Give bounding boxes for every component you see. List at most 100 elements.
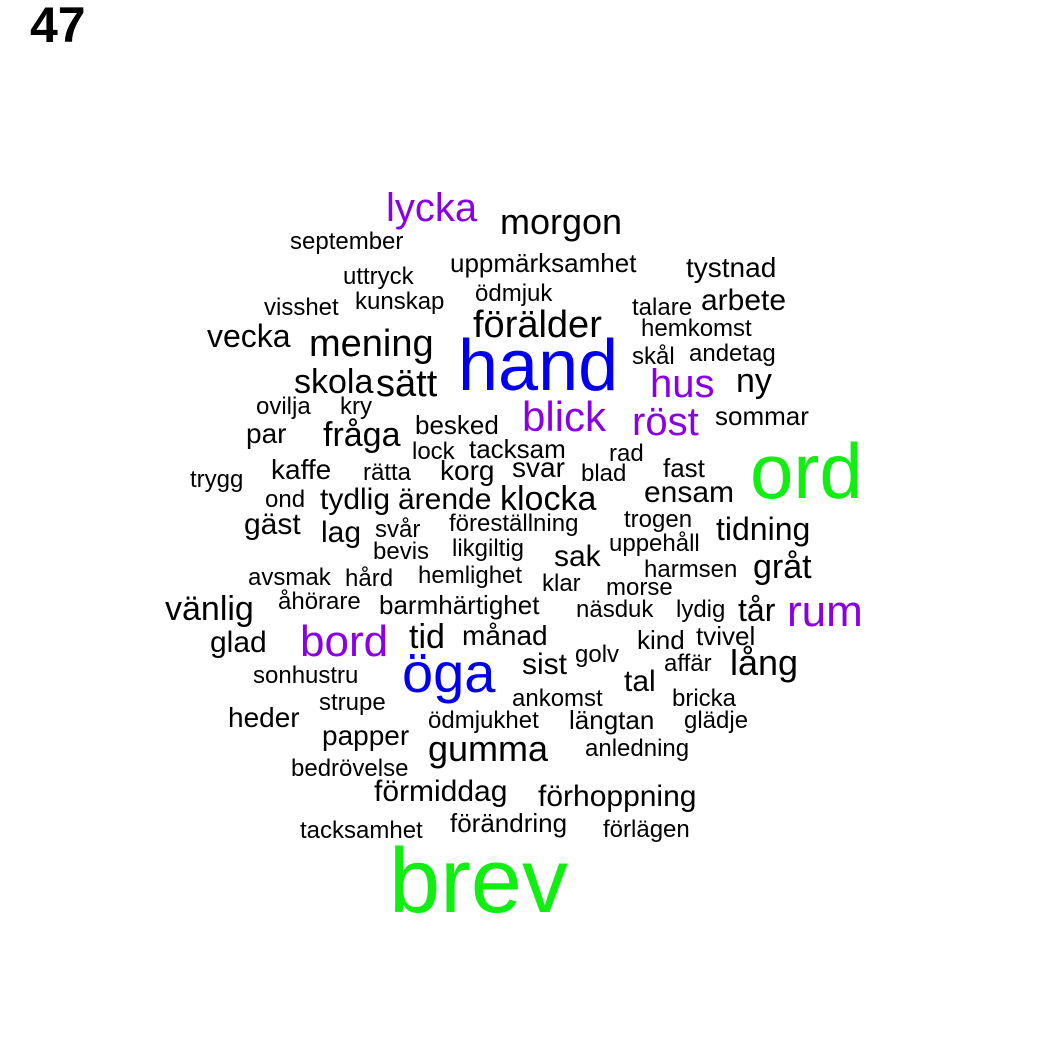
word-besked: besked — [415, 410, 499, 440]
word-tid: tid — [409, 618, 445, 656]
word-lang: lång — [730, 642, 799, 683]
word-lydig: lydig — [676, 596, 726, 623]
word-bricka: bricka — [672, 685, 737, 712]
word-mening: mening — [309, 323, 434, 365]
word-odmjukhet: ödmjukhet — [428, 707, 539, 734]
word-ratta: rätta — [363, 459, 412, 486]
word-gast: gäst — [244, 508, 301, 541]
word-hemkomst: hemkomst — [641, 315, 752, 342]
word-sonhustru: sonhustru — [253, 662, 359, 689]
word-hand: hand — [458, 326, 619, 406]
word-bedrovelse: bedrövelse — [291, 755, 409, 782]
word-blad: blad — [581, 460, 627, 487]
word-bevis: bevis — [373, 538, 430, 565]
word-tacksamhet: tacksamhet — [300, 817, 423, 844]
word-tydlig: tydlig — [320, 483, 391, 516]
word-uppehall: uppehåll — [609, 530, 700, 557]
word-morgon: morgon — [500, 201, 623, 242]
word-andetag: andetag — [689, 340, 776, 367]
word-tvivel: tvivel — [696, 621, 756, 651]
word-par: par — [246, 418, 287, 449]
word-brev: brev — [389, 830, 568, 932]
word-svar: svår — [375, 516, 421, 543]
word-sist: sist — [522, 648, 567, 681]
word-rad: rad — [609, 440, 644, 467]
word-forlagen: förlägen — [603, 816, 690, 843]
word-rum: rum — [787, 587, 863, 636]
word-satt: sätt — [376, 363, 438, 405]
word-odmjuk: ödmjuk — [475, 280, 553, 307]
word-strupe: strupe — [319, 689, 386, 716]
word-bord: bord — [300, 617, 389, 666]
word-kunskap: kunskap — [355, 288, 445, 315]
word-forhoppning: förhoppning — [538, 780, 697, 813]
word-lock: lock — [412, 438, 455, 465]
word-uppmarksamhet: uppmärksamhet — [450, 248, 637, 278]
word-affar: affär — [664, 650, 712, 677]
word-morse: morse — [606, 574, 673, 601]
word-skal: skål — [632, 343, 675, 370]
word-september: september — [290, 228, 404, 255]
word-ord: ord — [750, 427, 863, 515]
word-tystnad: tystnad — [686, 252, 777, 283]
word-blick: blick — [522, 393, 607, 440]
word-fast: fast — [663, 453, 705, 483]
word-tacksam: tacksam — [469, 434, 566, 464]
word-skola: skola — [294, 363, 374, 401]
word-tidning: tidning — [716, 511, 811, 547]
word-grat: gråt — [753, 548, 812, 586]
word-kaffe: kaffe — [271, 454, 332, 485]
word-klar: klar — [542, 570, 581, 597]
word-oga: öga — [402, 641, 496, 704]
word-ny: ny — [736, 362, 772, 400]
word-lycka: lycka — [386, 186, 478, 230]
word-forestallning: föreställning — [449, 510, 579, 537]
word-lag: lag — [321, 516, 362, 549]
word-arende: ärende — [398, 483, 492, 516]
word-gumma: gumma — [428, 728, 549, 769]
word-anledning: anledning — [585, 735, 690, 762]
word-golv: golv — [575, 641, 620, 668]
word-formiddag: förmiddag — [374, 775, 508, 808]
word-ankomst: ankomst — [512, 685, 603, 712]
word-talare: talare — [632, 294, 693, 321]
word-hus: hus — [650, 362, 715, 406]
word-trygg: trygg — [190, 466, 244, 493]
word-arbete: arbete — [701, 284, 787, 317]
word-gladje: glädje — [684, 707, 749, 734]
page-number: 47 — [30, 0, 86, 53]
word-klocka: klocka — [500, 480, 597, 518]
word-manad: månad — [462, 620, 548, 651]
word-ond: ond — [265, 486, 306, 513]
word-tal: tal — [624, 665, 656, 698]
word-sak: sak — [554, 540, 601, 573]
word-sommar: sommar — [715, 401, 809, 431]
word-langtan: längtan — [569, 705, 655, 735]
word-foralder: förälder — [473, 304, 602, 346]
word-harmsen: harmsen — [644, 556, 738, 583]
word-rost: röst — [632, 400, 699, 444]
word-hemlighet: hemlighet — [418, 562, 523, 589]
word-fraga: fråga — [323, 416, 401, 454]
word-barmhartighet: barmhärtighet — [379, 590, 540, 620]
word-uttryck: uttryck — [343, 263, 414, 290]
word-avsmak: avsmak — [248, 564, 331, 591]
word-ensam: ensam — [644, 476, 735, 509]
word-visshet: visshet — [264, 294, 339, 321]
word-forandring: förändring — [450, 808, 568, 838]
word-ovilja: ovilja — [256, 393, 311, 420]
word-korg: korg — [440, 455, 495, 486]
word-kry: kry — [340, 393, 372, 420]
word-likgiltig: likgiltig — [452, 535, 525, 562]
word-heder: heder — [228, 702, 300, 733]
word-papper: papper — [322, 720, 410, 751]
word-svar: svar — [512, 452, 565, 483]
word-ahorare: åhörare — [278, 588, 361, 615]
word-tar: tår — [738, 592, 776, 628]
word-vanlig: vänlig — [165, 590, 254, 628]
word-hard: hård — [345, 565, 394, 592]
word-glad: glad — [210, 626, 267, 659]
word-kind: kind — [637, 625, 685, 655]
word-nasduk: näsduk — [576, 596, 654, 623]
